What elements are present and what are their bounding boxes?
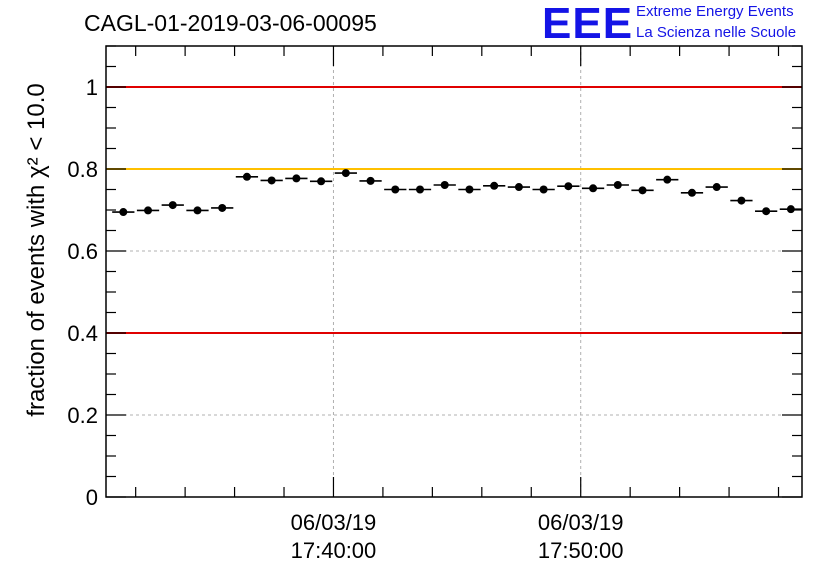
data-point xyxy=(465,185,474,194)
data-point xyxy=(514,183,523,192)
data-point xyxy=(490,181,499,190)
y-tick-label: 0 xyxy=(86,485,98,510)
y-tick-label: 0.4 xyxy=(67,321,98,346)
data-point xyxy=(193,206,202,215)
y-tick-label: 0.8 xyxy=(67,157,98,182)
data-point xyxy=(638,186,647,195)
data-point xyxy=(564,182,573,191)
data-point xyxy=(416,185,425,194)
data-point xyxy=(786,205,795,214)
plot-frame xyxy=(105,45,803,498)
data-point xyxy=(267,176,276,185)
chart-title: CAGL-01-2019-03-06-00095 xyxy=(84,10,377,36)
eee-logo: EEE xyxy=(542,0,634,48)
x-tick-label-date: 06/03/19 xyxy=(538,510,624,535)
data-point xyxy=(366,176,375,185)
data-point xyxy=(317,177,326,186)
x-tick-label-time: 17:40:00 xyxy=(291,538,377,563)
data-point xyxy=(391,185,400,194)
data-point xyxy=(663,175,672,184)
data-point xyxy=(242,172,251,181)
logo-text-line1: Extreme Energy Events xyxy=(636,3,794,20)
data-point xyxy=(613,180,622,189)
y-tick-label: 0.6 xyxy=(67,239,98,264)
data-point xyxy=(440,180,449,189)
y-tick-label: 1 xyxy=(86,75,98,100)
data-point xyxy=(539,185,548,194)
data-point xyxy=(292,174,301,183)
data-point xyxy=(144,206,153,215)
data-point xyxy=(168,201,177,210)
data-point xyxy=(218,203,227,212)
data-point xyxy=(712,183,721,192)
y-tick-label: 0.2 xyxy=(67,403,98,428)
data-point xyxy=(737,196,746,205)
data-point xyxy=(119,208,128,217)
x-tick-label-date: 06/03/19 xyxy=(291,510,377,535)
data-point xyxy=(341,169,350,178)
x-tick-label-time: 17:50:00 xyxy=(538,538,624,563)
data-point xyxy=(687,188,696,197)
data-point xyxy=(762,207,771,216)
logo-text-line2: La Scienza nelle Scuole xyxy=(636,24,797,41)
data-point xyxy=(589,184,598,193)
